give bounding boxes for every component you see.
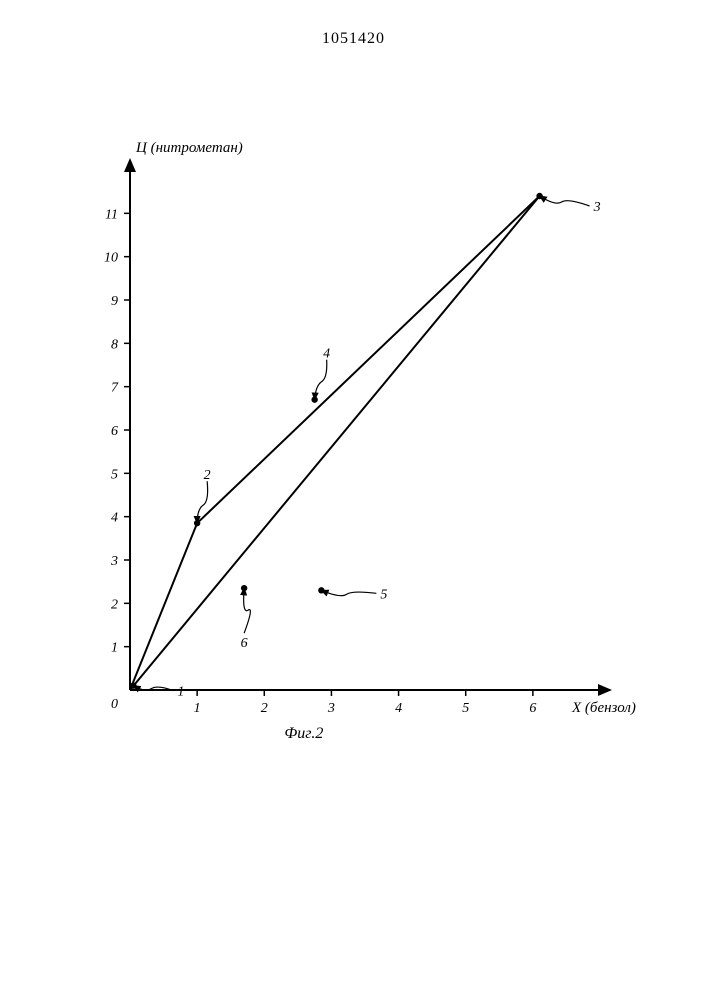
x-axis-label: X (бензол) — [571, 700, 636, 716]
marker-p3 — [536, 193, 542, 199]
doc-number: 1051420 — [0, 30, 707, 48]
x-tick-label: 6 — [529, 701, 536, 716]
marker-label-p4: 4 — [323, 347, 330, 362]
origin-label: 0 — [111, 697, 118, 712]
marker-label-p5: 5 — [380, 587, 387, 602]
series-lower — [130, 196, 540, 690]
x-tick-label: 4 — [395, 701, 402, 716]
x-tick-label: 2 — [261, 701, 268, 716]
chart-container: 12345612345678910110Ц (нитрометан)X (бен… — [60, 130, 620, 750]
y-tick-label: 9 — [111, 294, 118, 309]
y-tick-label: 11 — [105, 207, 118, 222]
x-tick-label: 3 — [327, 701, 335, 716]
y-tick-label: 1 — [111, 641, 118, 656]
y-tick-label: 5 — [111, 467, 118, 482]
y-tick-label: 2 — [111, 597, 118, 612]
x-tick-label: 5 — [462, 701, 469, 716]
leader-p5 — [321, 590, 376, 595]
leader-p3 — [540, 196, 590, 206]
y-axis-label: Ц (нитрометан) — [135, 140, 243, 156]
marker-label-p6: 6 — [241, 636, 248, 651]
y-tick-label: 8 — [111, 337, 118, 352]
marker-p5 — [318, 587, 324, 593]
y-tick-label: 7 — [111, 381, 119, 396]
marker-label-p1: 1 — [177, 685, 184, 700]
y-tick-label: 6 — [111, 424, 118, 439]
marker-label-p2: 2 — [204, 468, 211, 483]
y-tick-label: 10 — [104, 251, 118, 266]
y-tick-label: 4 — [111, 511, 118, 526]
y-tick-label: 3 — [110, 554, 118, 569]
leader-p4 — [315, 360, 327, 400]
leader-p6 — [244, 588, 251, 633]
marker-label-p3: 3 — [593, 200, 601, 215]
figure-caption: Фиг.2 — [284, 725, 323, 742]
chart-svg: 12345612345678910110Ц (нитрометан)X (бен… — [60, 130, 620, 770]
x-tick-label: 1 — [194, 701, 201, 716]
